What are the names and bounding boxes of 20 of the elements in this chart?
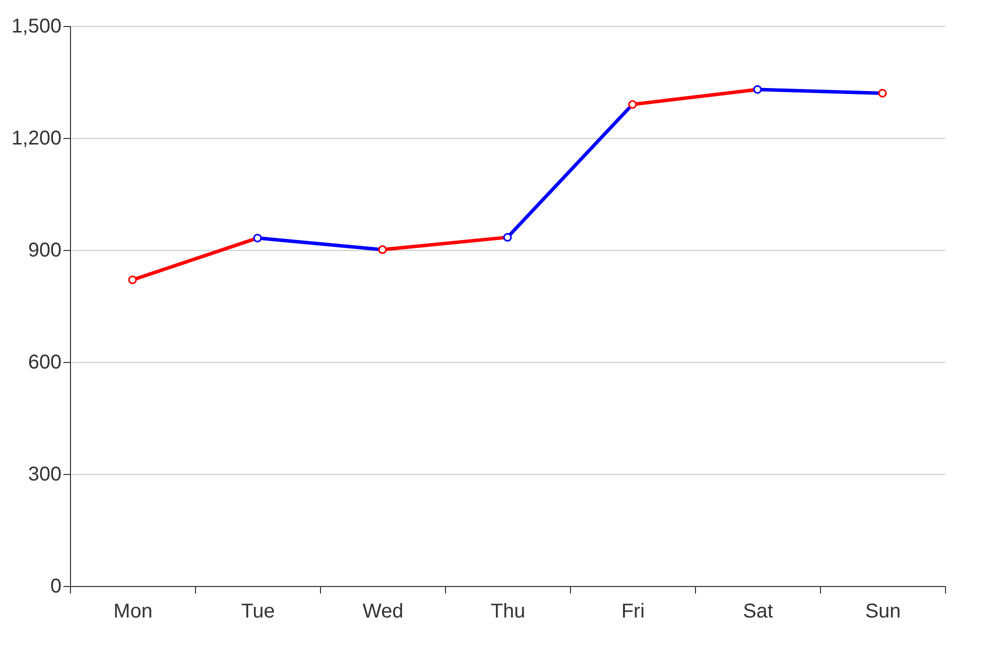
point — [253, 234, 262, 242]
y-tick-label: 1,500 — [11, 16, 62, 38]
y-tick-label: 0 — [50, 576, 62, 598]
y-tick-label: 600 — [28, 352, 62, 374]
point — [628, 100, 637, 109]
x-tick-label: Sat — [742, 600, 774, 622]
x-tick-label: Sun — [865, 600, 901, 622]
point — [503, 232, 512, 242]
point — [378, 245, 387, 254]
point — [128, 276, 137, 284]
x-tick-label: Thu — [490, 600, 526, 622]
x-tick-label: Wed — [362, 600, 404, 622]
y-tick-label: 900 — [28, 240, 62, 262]
x-tick-label: Tue — [241, 600, 275, 622]
y-tick-label: 300 — [28, 464, 62, 486]
x-tick-label: Fri — [621, 600, 645, 622]
point — [753, 85, 762, 94]
x-tick-label: Mon — [114, 600, 152, 622]
point — [878, 88, 887, 98]
y-tick-label: 1,200 — [11, 128, 62, 150]
